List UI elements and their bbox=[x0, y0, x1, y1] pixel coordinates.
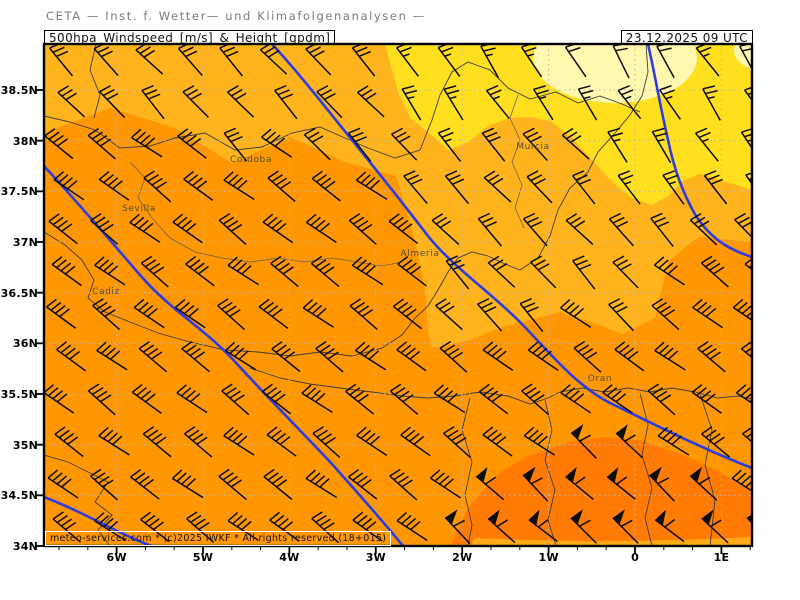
fill-bottom-strip bbox=[470, 537, 752, 546]
lon-label-0: 0 bbox=[631, 551, 639, 564]
fill-dark-orange bbox=[450, 437, 752, 546]
title-row: 500hpa_Windspeed_[m/s]_&_Height_[gpdm] 2… bbox=[44, 30, 753, 47]
city-label-almeria: Almeria bbox=[400, 249, 440, 259]
lon-label-4W: 4W bbox=[279, 551, 300, 564]
chart-title: 500hpa_Windspeed_[m/s]_&_Height_[gpdm] bbox=[44, 30, 336, 47]
lon-label-3W: 3W bbox=[365, 551, 386, 564]
lat-label-34.5N: 34.5N bbox=[0, 489, 38, 503]
lon-label-1W: 1W bbox=[538, 551, 559, 564]
institute-header: CETA — Inst. f. Wetter— und Klimafolgena… bbox=[46, 9, 426, 23]
city-label-sevilla: Sevilla bbox=[122, 204, 156, 214]
city-label-cordoba: Cordoba bbox=[230, 155, 272, 165]
lat-label-36.5N: 36.5N bbox=[0, 286, 38, 300]
city-label-oran: Oran bbox=[587, 374, 613, 384]
lon-label-6W: 6W bbox=[106, 551, 127, 564]
lat-label-38.5N: 38.5N bbox=[0, 84, 38, 97]
city-label-cadiz: Cadiz bbox=[92, 287, 120, 297]
lon-label-2W: 2W bbox=[452, 551, 473, 564]
lat-label-38N: 38N bbox=[12, 134, 38, 148]
lat-label-37.5N: 37.5N bbox=[0, 185, 38, 199]
lat-label-37N: 37N bbox=[12, 235, 38, 249]
graticule bbox=[44, 44, 752, 546]
attribution-box: meteo-services.com * (c)2025 IWKF * All … bbox=[45, 531, 392, 546]
lat-label-34N: 34N bbox=[12, 539, 38, 553]
lon-label-5W: 5W bbox=[192, 551, 214, 564]
city-label-murcia: Murcia bbox=[516, 142, 550, 152]
lat-label-35N: 35N bbox=[12, 438, 38, 452]
minor-ticks bbox=[58, 547, 751, 550]
lat-label-35.5N: 35.5N bbox=[0, 387, 38, 401]
lat-label-36N: 36N bbox=[12, 337, 38, 351]
lon-label-1E: 1E bbox=[713, 551, 730, 564]
map-frame bbox=[42, 42, 754, 548]
